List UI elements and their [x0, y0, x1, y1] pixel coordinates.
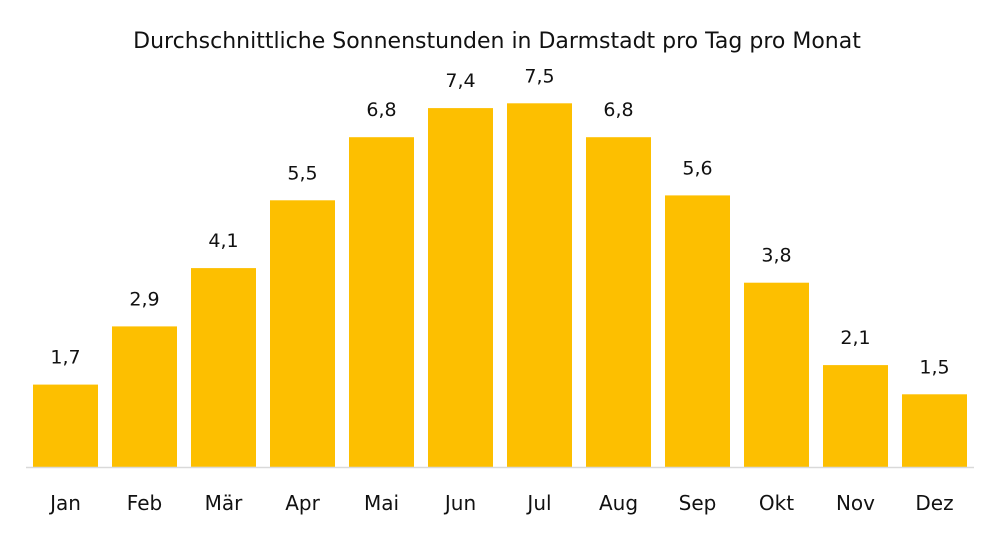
- bar-apr: [270, 200, 335, 468]
- data-label-aug: 6,8: [603, 99, 633, 121]
- x-tick-jan: Jan: [48, 491, 81, 515]
- bar-jun: [428, 108, 493, 467]
- bar-maer: [191, 268, 256, 467]
- x-tick-labels-layer: Jan Feb Mär Apr Mai Jun Jul Aug Sep Okt Nov Dez: [48, 491, 954, 515]
- data-label-feb: 2,9: [129, 288, 159, 310]
- bar-jan: [33, 384, 98, 468]
- x-tick-dez: Dez: [915, 491, 953, 515]
- x-tick-sep: Sep: [679, 491, 717, 515]
- value-labels-layer: 1,7 2,9 4,1 5,5 6,8 7,4 7,5 6,8 5,6 3,8 2,1 1,5: [50, 65, 949, 378]
- x-tick-maer: Mär: [205, 491, 244, 515]
- bar-okt: [744, 282, 809, 467]
- data-label-jun: 7,4: [445, 70, 475, 92]
- data-label-jan: 1,7: [50, 347, 80, 369]
- bar-mai: [349, 137, 414, 467]
- data-label-jul: 7,5: [524, 65, 554, 87]
- chart-title: Durchschnittliche Sonnenstunden in Darms…: [133, 29, 861, 54]
- data-label-sep: 5,6: [682, 157, 712, 179]
- bar-aug: [586, 137, 651, 467]
- bar-jul: [507, 103, 572, 468]
- x-tick-feb: Feb: [127, 491, 162, 515]
- x-tick-jul: Jul: [525, 491, 551, 515]
- bars-layer: [33, 103, 967, 468]
- x-tick-aug: Aug: [599, 491, 638, 515]
- bar-sep: [665, 195, 730, 467]
- data-label-dez: 1,5: [919, 356, 949, 378]
- bar-dez: [902, 394, 967, 468]
- data-label-apr: 5,5: [287, 162, 317, 184]
- data-label-okt: 3,8: [761, 245, 791, 267]
- x-tick-okt: Okt: [759, 491, 794, 515]
- x-tick-jun: Jun: [443, 491, 476, 515]
- x-tick-apr: Apr: [285, 491, 320, 515]
- bar-nov: [823, 365, 888, 467]
- x-tick-mai: Mai: [364, 491, 399, 515]
- data-label-nov: 2,1: [840, 327, 870, 349]
- bar-feb: [112, 326, 177, 468]
- x-tick-nov: Nov: [836, 491, 875, 515]
- data-label-mai: 6,8: [366, 99, 396, 121]
- data-label-maer: 4,1: [208, 230, 238, 252]
